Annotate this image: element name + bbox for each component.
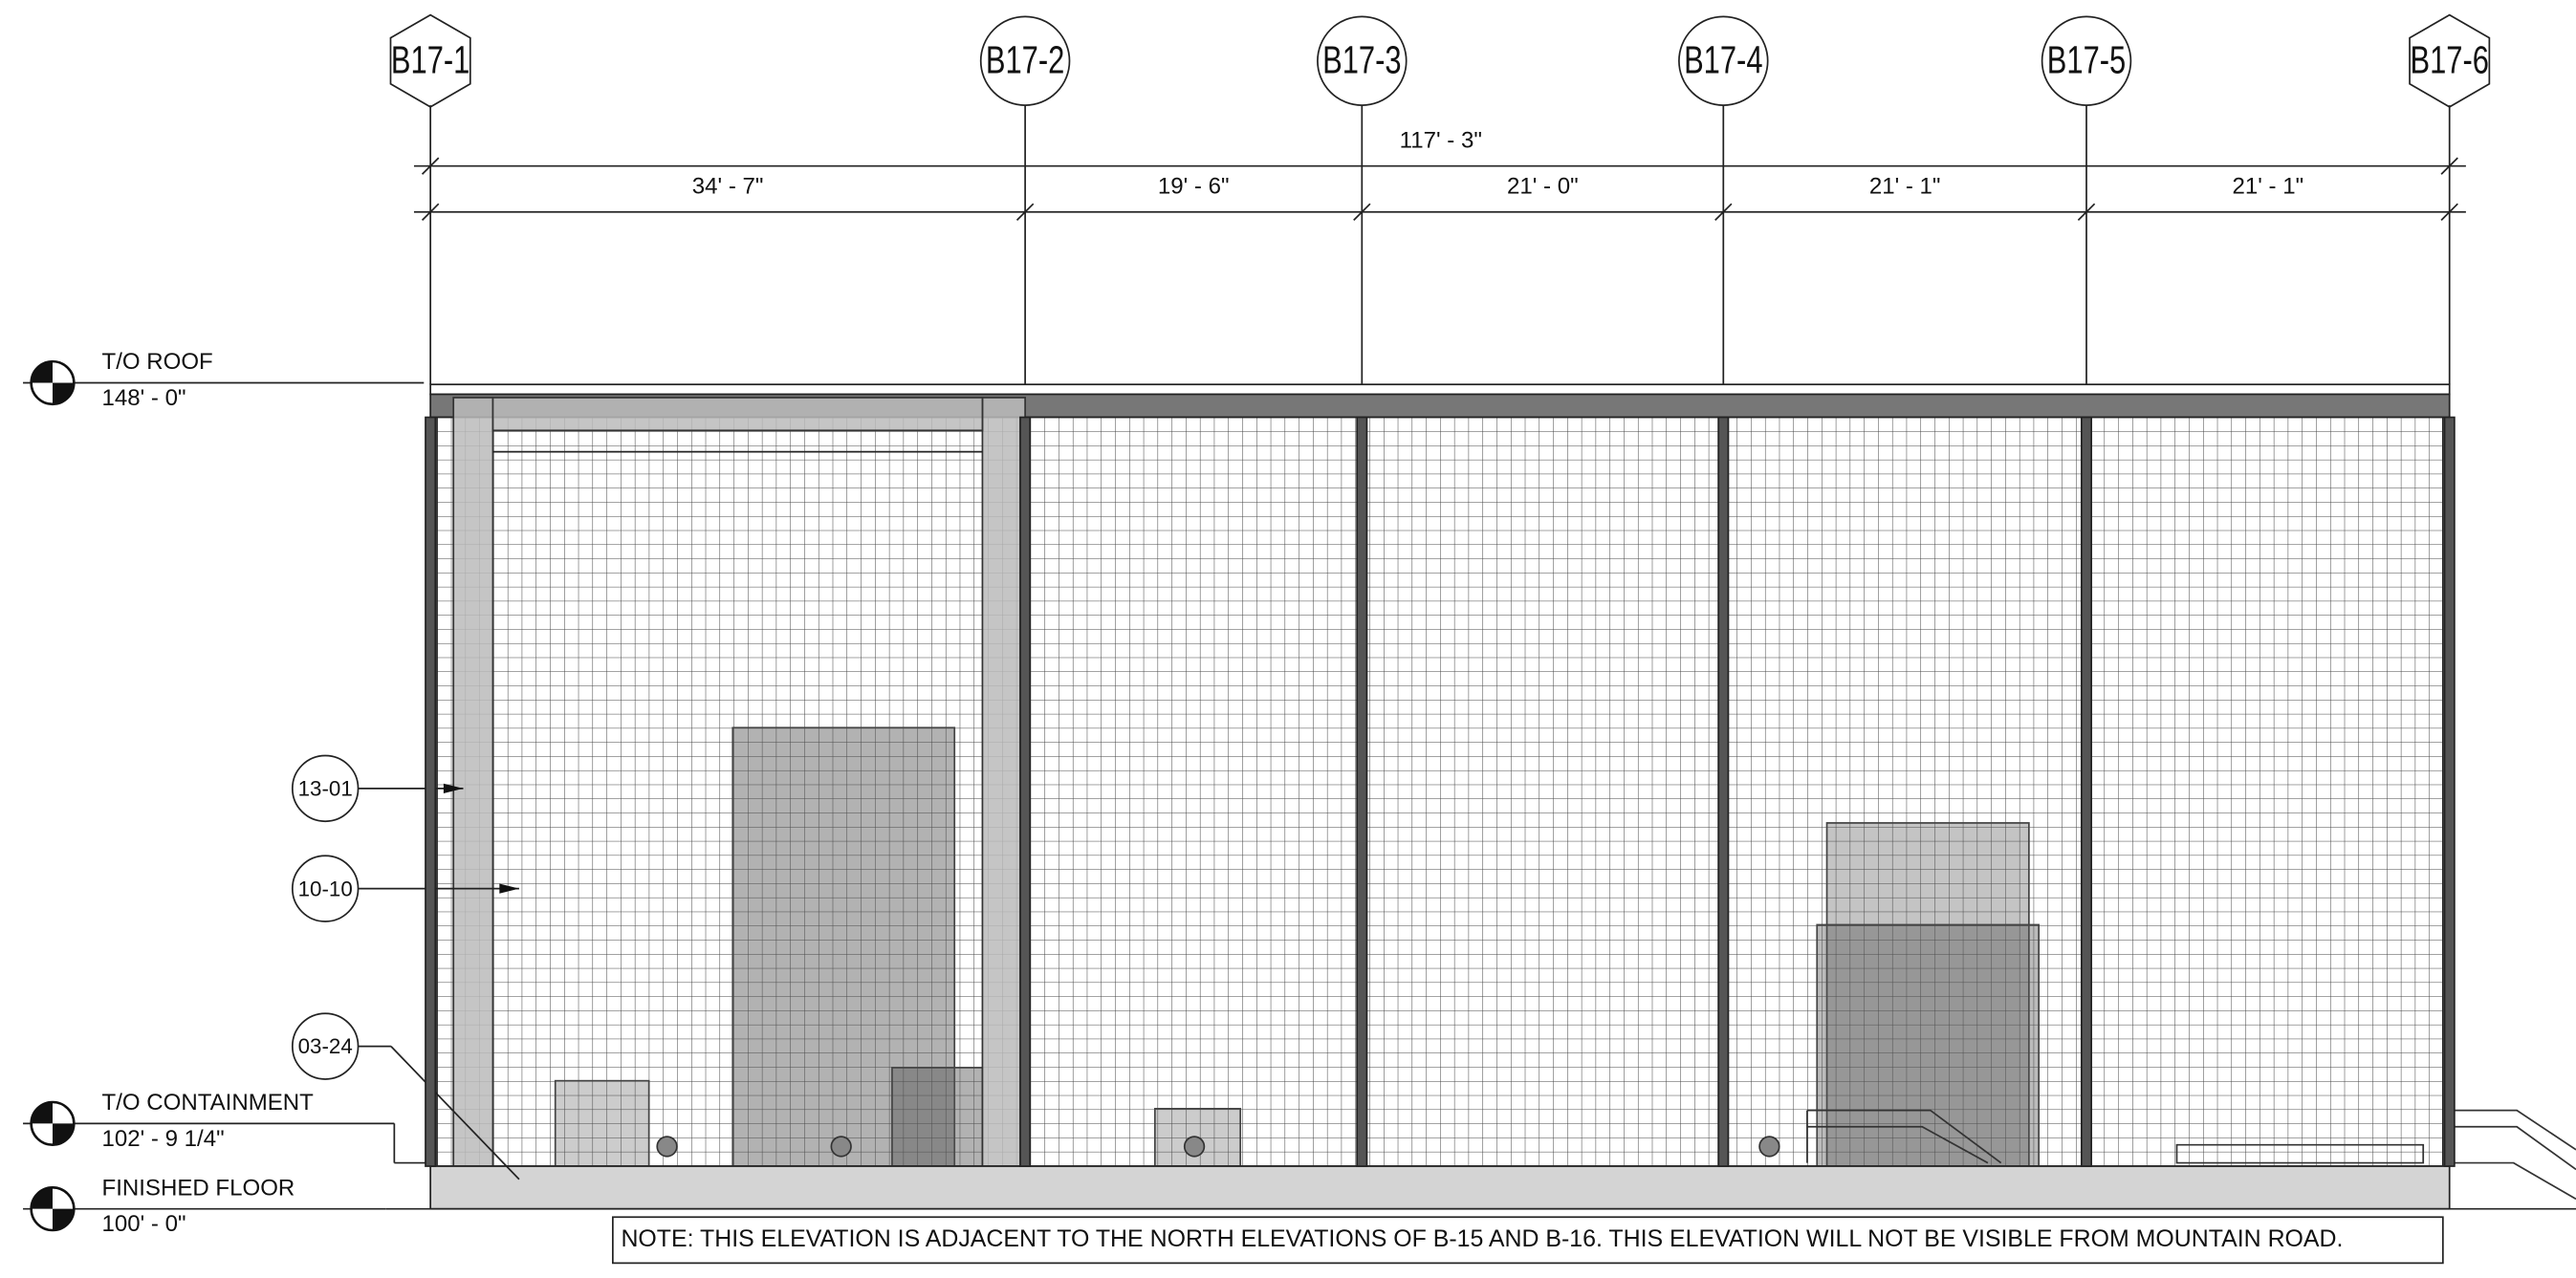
keynote-tag xyxy=(291,855,360,922)
grid-label: B17-4 xyxy=(1684,37,1762,81)
dim-text: 19' - 6" xyxy=(1158,173,1230,199)
equipment xyxy=(554,726,2041,1167)
keynote-tag xyxy=(291,1012,360,1080)
keynote-text: 03-24 xyxy=(298,1034,353,1058)
dim-tick xyxy=(1015,203,1035,221)
floor-slab xyxy=(429,1165,2451,1210)
dim-tick xyxy=(1353,203,1371,221)
column xyxy=(1019,416,1032,1167)
column xyxy=(2443,416,2456,1167)
level-symbol xyxy=(31,1102,75,1145)
building xyxy=(23,381,2576,1265)
grid-label: B17-2 xyxy=(986,37,1064,81)
grid-label: B17-5 xyxy=(2047,37,2126,81)
level-elevation: 102' - 9 1/4" xyxy=(102,1126,225,1152)
keynote-tag xyxy=(291,754,360,823)
column xyxy=(1356,416,1368,1167)
grid-label: B17-1 xyxy=(391,37,469,81)
level-name: T/O ROOF xyxy=(102,349,213,375)
grid-label: B17-6 xyxy=(2410,37,2488,81)
level-markers xyxy=(23,381,431,1210)
tag-leaders xyxy=(358,783,520,1181)
mesh-screen xyxy=(436,416,2444,1167)
level-name: FINISHED FLOOR xyxy=(102,1175,295,1201)
level-symbol xyxy=(31,361,75,404)
column xyxy=(2080,416,2093,1167)
roof-edge xyxy=(429,383,2451,396)
level-name: T/O CONTAINMENT xyxy=(102,1090,315,1116)
stair xyxy=(1806,1109,2576,1201)
frame xyxy=(452,397,1026,1167)
keynote-text: 10-10 xyxy=(298,877,353,900)
dim-tick xyxy=(421,157,440,175)
level-symbol xyxy=(31,1187,75,1231)
pump xyxy=(656,1136,1780,1158)
dim-tick xyxy=(2077,203,2096,221)
dim-text: 21' - 1" xyxy=(2233,173,2304,199)
column xyxy=(1717,416,1730,1167)
level-elevation: 100' - 0" xyxy=(102,1211,186,1237)
dim-tick xyxy=(1714,203,1733,221)
level-elevation: 148' - 0" xyxy=(102,385,186,411)
dim-text: 34' - 7" xyxy=(692,173,764,199)
column xyxy=(425,416,437,1167)
note-box xyxy=(611,1216,2444,1265)
dim-tick xyxy=(2440,203,2458,221)
note: NOTE: THIS ELEVATION IS ADJACENT TO THE … xyxy=(621,1225,2343,1252)
dim-text: 21' - 0" xyxy=(1507,173,1579,199)
dim-text: 21' - 1" xyxy=(1869,173,1941,199)
dim-tick xyxy=(421,203,440,221)
keynote-text: 13-01 xyxy=(298,776,353,800)
dim-tick xyxy=(2440,157,2458,175)
grid-label: B17-3 xyxy=(1322,37,1401,81)
dim-text: 117' - 3" xyxy=(1400,127,1482,153)
